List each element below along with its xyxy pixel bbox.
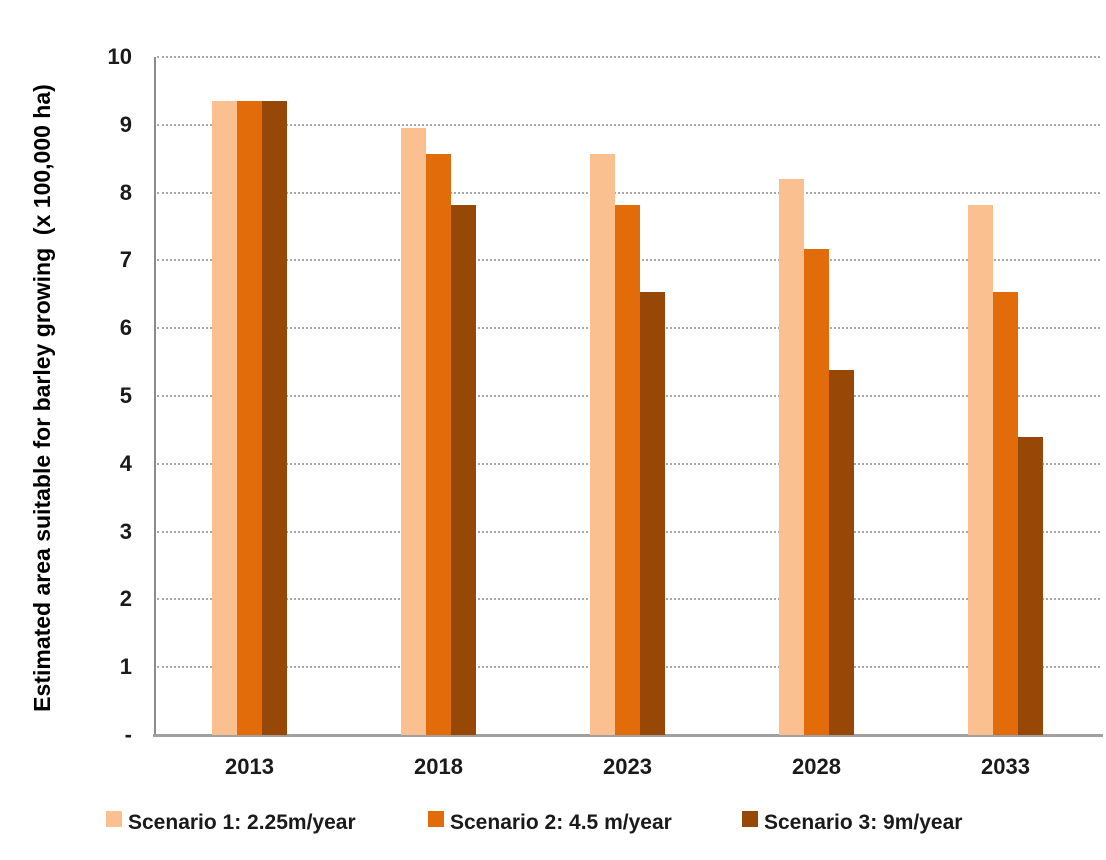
y-axis-line (154, 57, 156, 736)
y-tick-label-2: 2 (119, 586, 132, 612)
y-axis-title: Estimated area suitable for barley growi… (29, 84, 55, 712)
gridline-8 (157, 191, 1100, 194)
y-tick-label-1: 1 (119, 654, 132, 680)
y-tick-label-6: 6 (119, 315, 132, 341)
y-tick-label-8: 8 (119, 179, 132, 205)
bar-scenario-1-2023 (590, 153, 615, 735)
legend-swatch-scenario-1 (106, 811, 122, 827)
y-tick-label-7: 7 (119, 247, 132, 273)
x-axis-line (153, 734, 1103, 737)
bar-scenario-1-2028 (779, 179, 804, 735)
x-tick-label-2023: 2023 (603, 754, 652, 779)
bar-scenario-3-2033 (1018, 436, 1043, 735)
legend-label-scenario-2: Scenario 2: 4.5 m/year (450, 811, 672, 834)
y-tick-label-4: 4 (119, 450, 132, 476)
x-tick-label-2013: 2013 (225, 754, 274, 779)
legend-item-scenario-2: Scenario 2: 4.5 m/year (428, 811, 672, 837)
bar-scenario-1-2018 (401, 128, 426, 735)
y-tick-label-9: 9 (119, 111, 132, 137)
legend-swatch-scenario-2 (428, 811, 444, 827)
bar-scenario-2-2013 (237, 101, 262, 735)
y-tick-label-3: 3 (119, 518, 132, 544)
bar-scenario-2-2033 (993, 292, 1018, 735)
y-tick-label--: - (124, 722, 132, 747)
legend-label-scenario-3: Scenario 3: 9m/year (764, 811, 963, 834)
legend-item-scenario-1: Scenario 1: 2.25m/year (106, 811, 356, 837)
y-tick-label-5: 5 (119, 383, 132, 408)
bar-scenario-2-2023 (615, 204, 640, 735)
gridline-9 (157, 123, 1100, 126)
x-tick-label-2018: 2018 (414, 754, 463, 779)
bar-scenario-2-2018 (426, 153, 451, 735)
legend-label-scenario-1: Scenario 1: 2.25m/year (128, 811, 356, 834)
bar-scenario-3-2013 (262, 101, 287, 735)
bar-scenario-3-2018 (451, 204, 476, 735)
bar-scenario-2-2028 (804, 248, 829, 735)
bar-scenario-1-2013 (212, 101, 237, 735)
gridline-10 (157, 56, 1100, 58)
bar-scenario-3-2028 (829, 370, 854, 735)
y-tick-label-10: 10 (107, 44, 132, 69)
x-tick-label-2028: 2028 (792, 754, 841, 779)
legend-item-scenario-3: Scenario 3: 9m/year (742, 811, 962, 837)
bar-scenario-1-2033 (968, 204, 993, 735)
x-tick-label-2033: 2033 (981, 754, 1030, 779)
legend-swatch-scenario-3 (742, 811, 758, 827)
bar-scenario-3-2023 (640, 292, 665, 735)
